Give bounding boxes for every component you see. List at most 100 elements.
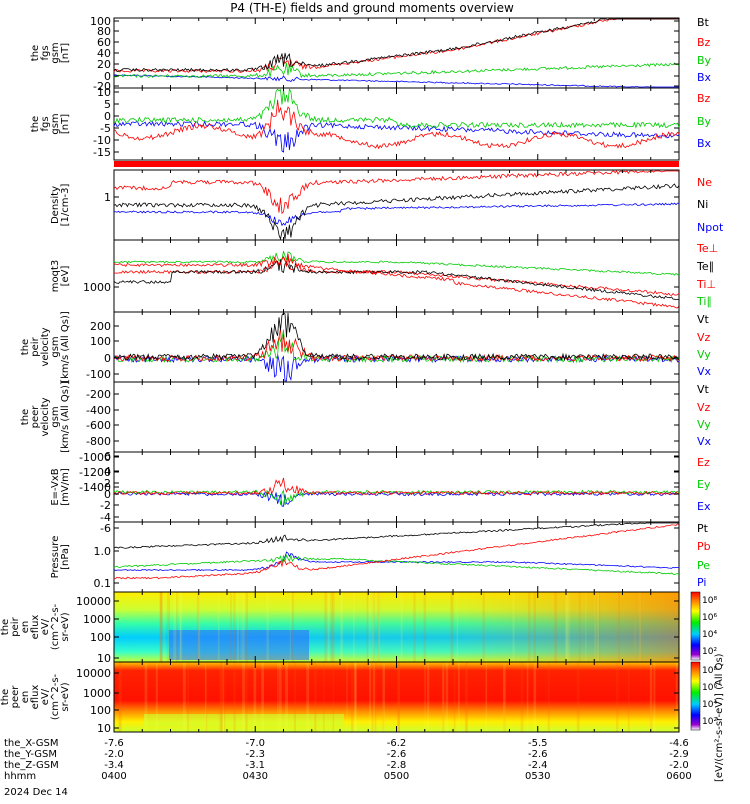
y-tick-label: 100 [90,631,111,644]
y-axis-label: sr-eV) [60,682,71,711]
series-line-Ne [113,170,680,215]
spectrogram-streak [354,662,357,732]
spectrogram-streak [442,662,445,732]
series-line-By [113,62,680,79]
y-axis-label: gsm [50,42,61,63]
y-tick-label: 10000 [76,667,111,680]
spectrogram-streak [340,592,343,662]
x-axis-value: -2.6 [528,749,548,760]
y-tick-label: 1000 [83,613,111,626]
y-axis-label: eV/ [40,618,51,635]
y-axis-label: the [0,689,11,705]
spectrogram-streak [323,662,325,732]
spectrogram-streak [456,592,459,662]
y-tick-label: 10 [97,722,111,735]
spectrogram-streak [230,592,232,662]
spectrogram-streak [464,662,468,732]
series-line-Pb [113,523,680,580]
spectrogram-streak [397,662,400,732]
legend-entry: Ey [697,478,711,491]
series-line-Vy [113,329,680,364]
y-axis-label: gsm [50,406,61,427]
spectrogram-streak [634,592,636,662]
spectrogram-streak [377,592,381,662]
x-axis-value: -7.6 [104,738,124,749]
spectrogram-streak [371,662,374,732]
series-line-Bz [113,99,680,150]
x-axis-value: -2.0 [669,760,689,771]
spectrogram-streak [616,662,619,732]
series-line-Npot [113,202,680,227]
y-tick-label: -20 [93,80,111,93]
spectrogram-streak [565,592,568,662]
panel-frame [113,521,680,593]
legend-entry: Te⊥ [696,242,718,255]
colorbar-2-tick: 10⁸ [702,666,717,676]
spectrogram-streak [240,592,242,662]
panel-frame [113,87,680,161]
legend-entry: Vz [697,331,711,344]
y-axis-label: the [0,619,11,635]
spectrogram-streak [482,592,485,662]
legend-entry: By [697,115,712,128]
y-axis-label: gsm [50,336,61,357]
spectrogram-streak [179,592,183,662]
spectrogram-streak [382,662,385,732]
spectrogram-streak [382,662,385,732]
y-tick-label: 40 [97,47,111,60]
series-line-Ez [113,477,680,496]
legend-entry: Pe [697,559,710,572]
y-axis-label: (cm^2-s- [50,673,61,720]
spectrogram-streak [528,592,531,662]
y-axis-label: Density [50,186,61,224]
spectrogram-streak [327,592,330,662]
spectrogram-streak [289,592,291,662]
series-line-Ni [113,183,680,241]
spectrogram-streak [533,592,536,662]
spectrogram-streak [163,592,165,662]
spectrogram-streak [502,662,506,732]
y-tick-label: 200 [90,320,111,333]
spectrogram-streak [217,592,220,662]
y-tick-label: 0 [104,70,111,83]
spectrogram-streak [245,592,249,662]
y-axis-label: [km/s (All Qs)] [60,381,71,453]
spectrogram-streak [413,592,416,662]
panel-frame [113,451,680,523]
y-tick-label: 1 [104,191,111,204]
spectrogram-streak [196,592,200,662]
legend-entry: Pb [697,540,711,553]
spectrogram-streak [374,662,377,732]
spectrogram-streak [442,662,445,732]
y-tick-label: 1.0 [94,545,112,558]
y-tick-label: -200 [86,388,111,401]
spectrogram-streak [187,662,189,732]
legend-entry: By [697,54,712,67]
panel-frame [113,311,680,383]
spectrogram-streak [533,662,537,732]
spectrogram-streak [649,662,653,732]
spectrogram-streak [324,592,328,662]
y-axis-label: [mV/m] [60,468,71,506]
y-tick-label: 10 [97,652,111,665]
spectrogram-streak [627,662,630,732]
colorbar-2-tick: 10⁶ [702,683,717,693]
spectrogram-streak [233,662,236,732]
y-tick-label: 10 [97,86,111,99]
panel-7: 6 420-2-4-6 E=-VxB [mV/m] Ez Ey Ex [50,450,711,535]
legend-entry: Ti∥ [696,295,712,308]
x-axis-value: -2.9 [669,749,689,760]
spectrogram-streak [366,592,369,662]
legend-entry: Pt [697,522,709,535]
spectrogram-streak [368,592,371,662]
y-tick-label: 60 [97,36,111,49]
spectrogram-streak [597,592,600,662]
spectrogram-streak [353,592,355,662]
legend-entry: Npot [697,221,724,234]
spectrogram-streak [568,592,570,662]
y-axis-label: eV/ [40,688,51,705]
y-tick-label: -100 [86,368,111,381]
